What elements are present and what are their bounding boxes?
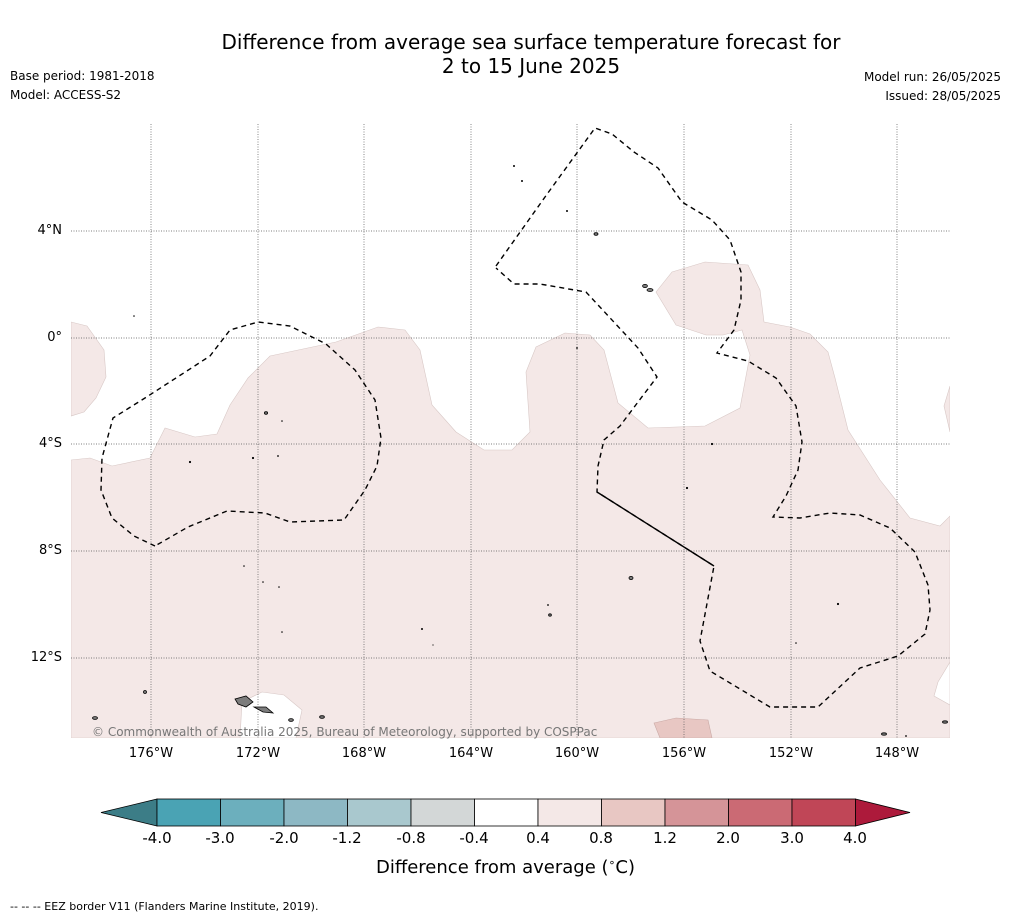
island-atoll-6 bbox=[288, 718, 294, 722]
issued-label: Issued: 28/05/2025 bbox=[885, 89, 1001, 103]
colorbar-tick: 0.8 bbox=[589, 829, 613, 847]
island-savaii bbox=[234, 695, 254, 708]
colorbar-bin bbox=[347, 798, 412, 827]
island-atoll-9 bbox=[548, 613, 552, 617]
lon-label-156w: 156°W bbox=[661, 746, 707, 761]
island-atoll-8 bbox=[628, 576, 634, 581]
colorbar-bin bbox=[220, 798, 285, 827]
lon-label-172w: 172°W bbox=[235, 746, 281, 761]
map-title: Difference from average sea surface temp… bbox=[0, 30, 1011, 78]
neutral-pocket-southeast bbox=[933, 661, 950, 706]
eez-border-west bbox=[100, 321, 382, 547]
colorbar-bin bbox=[601, 798, 666, 827]
colorbar-tick: -3.0 bbox=[205, 829, 235, 847]
islands bbox=[92, 232, 948, 736]
lat-label-equator: 0° bbox=[47, 330, 62, 345]
gridlines bbox=[71, 124, 950, 738]
model-label: Model: ACCESS-S2 bbox=[10, 88, 122, 102]
island-atoll-11 bbox=[942, 720, 948, 724]
title-line-1: Difference from average sea surface temp… bbox=[221, 30, 841, 54]
lat-label-4n: 4°N bbox=[37, 223, 63, 238]
colorbar-extend-low bbox=[100, 798, 158, 827]
colorbar-bin bbox=[283, 798, 348, 827]
colorbar-tick: -1.2 bbox=[332, 829, 362, 847]
eez-borders bbox=[100, 127, 931, 708]
island-atoll-4 bbox=[143, 690, 147, 694]
lat-label-4s: 4°S bbox=[38, 436, 62, 451]
lat-label-12s: 12°S bbox=[30, 650, 62, 665]
colorbar-tick: -0.4 bbox=[459, 829, 489, 847]
colorbar-tick: 0.4 bbox=[526, 829, 550, 847]
colorbar-bin bbox=[156, 798, 221, 827]
maritime-boundary bbox=[596, 491, 715, 567]
colorbar-bin bbox=[537, 798, 602, 827]
anomaly-region-0-8-1-2 bbox=[653, 717, 713, 738]
colorbar-bin bbox=[728, 798, 793, 827]
footnote-eez-source: -- -- -- EEZ border V11 (Flanders Marine… bbox=[10, 900, 319, 913]
lon-label-148w: 148°W bbox=[874, 746, 920, 761]
lon-label-164w: 164°W bbox=[448, 746, 494, 761]
title-line-2: 2 to 15 June 2025 bbox=[441, 54, 621, 78]
lon-label-168w: 168°W bbox=[341, 746, 387, 761]
colorbar-title-text: Difference from average ( bbox=[375, 857, 609, 878]
copyright-notice: © Commonwealth of Australia 2025, Bureau… bbox=[92, 725, 598, 739]
colorbar-tick: 3.0 bbox=[780, 829, 804, 847]
colorbar-tick: -0.8 bbox=[396, 829, 426, 847]
colorbar-tick: -2.0 bbox=[269, 829, 299, 847]
lon-label-152w: 152°W bbox=[768, 746, 814, 761]
eez-border-north bbox=[495, 127, 931, 708]
colorbar-bin bbox=[410, 798, 475, 827]
colorbar-tick: 1.2 bbox=[653, 829, 677, 847]
island-atoll-1 bbox=[642, 283, 648, 288]
degree-symbol: ∘ bbox=[608, 856, 616, 869]
island-atoll-2 bbox=[646, 288, 654, 292]
lon-label-176w: 176°W bbox=[128, 746, 174, 761]
colorbar bbox=[100, 798, 911, 827]
island-atoll-5 bbox=[92, 716, 98, 720]
colorbar-tick: -4.0 bbox=[142, 829, 172, 847]
anomaly-region-east-edge bbox=[943, 385, 950, 433]
colorbar-title-unit: C) bbox=[615, 857, 636, 878]
island-upolu bbox=[252, 706, 275, 714]
island-dots bbox=[133, 165, 907, 737]
colorbar-bin bbox=[474, 798, 539, 827]
island-atoll-10 bbox=[263, 411, 268, 415]
colorbar-bin bbox=[791, 798, 856, 827]
island-atoll-7 bbox=[319, 715, 325, 719]
colorbar-title: Difference from average (∘C) bbox=[0, 856, 1011, 878]
colorbar-tick: 4.0 bbox=[843, 829, 867, 847]
colorbar-extend-high bbox=[855, 798, 911, 827]
colorbar-tick: 2.0 bbox=[716, 829, 740, 847]
base-period-label: Base period: 1981-2018 bbox=[10, 69, 155, 83]
anomaly-region-west-blob bbox=[71, 321, 107, 417]
colorbar-bin bbox=[664, 798, 729, 827]
lat-label-8s: 8°S bbox=[38, 543, 62, 558]
island-atoll-12 bbox=[881, 732, 887, 736]
lon-label-160w: 160°W bbox=[554, 746, 600, 761]
anomaly-region-0-4-0-8 bbox=[71, 261, 950, 738]
island-atoll-3 bbox=[593, 232, 599, 236]
model-run-label: Model run: 26/05/2025 bbox=[863, 70, 1001, 84]
